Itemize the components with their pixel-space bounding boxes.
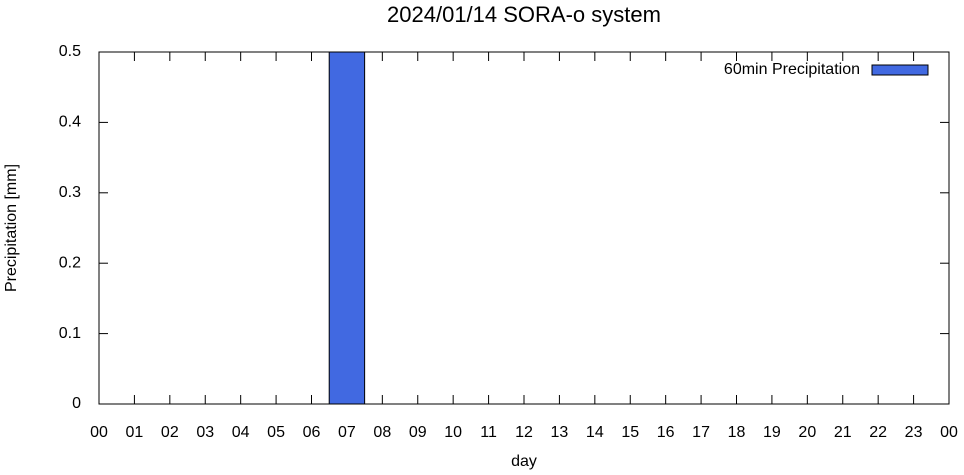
x-tick-label: 11: [480, 424, 497, 441]
x-tick-label: 09: [409, 424, 427, 441]
x-tick-label: 06: [303, 424, 321, 441]
plot-frame: [98, 51, 950, 405]
x-tick-label: 21: [834, 424, 852, 441]
x-tick-label: 07: [338, 424, 356, 441]
x-tick-label: 13: [551, 424, 569, 441]
x-tick-label: 18: [728, 424, 746, 441]
x-tick-label: 17: [692, 424, 710, 441]
x-tick-label: 00: [90, 424, 108, 441]
x-tick-label: 10: [444, 424, 462, 441]
x-tick-label: 20: [798, 424, 816, 441]
y-tick-label: 0.3: [59, 184, 81, 201]
y-tick-label: 0.2: [59, 254, 81, 271]
x-tick-label: 19: [763, 424, 781, 441]
x-axis-label: day: [511, 453, 537, 470]
x-tick-label: 15: [621, 424, 639, 441]
x-tick-label: 14: [586, 424, 604, 441]
x-tick-label: 22: [869, 424, 887, 441]
chart-title: 2024/01/14 SORA-o system: [387, 2, 661, 27]
bar: [328, 51, 366, 405]
y-tick-label: 0.5: [59, 43, 81, 60]
x-tick-label: 08: [373, 424, 391, 441]
x-tick-label: 03: [196, 424, 214, 441]
x-tick-label: 02: [161, 424, 179, 441]
x-tick-label: 12: [515, 424, 533, 441]
legend-swatch: [871, 64, 929, 76]
x-tick-label: 04: [232, 424, 250, 441]
y-tick-label: 0.1: [59, 325, 81, 342]
x-tick-label: 05: [267, 424, 285, 441]
y-axis-label: Precipitation [mm]: [3, 164, 20, 292]
x-tick-label: 23: [905, 424, 923, 441]
x-tick-label: 00: [940, 424, 958, 441]
y-tick-label: 0: [72, 395, 81, 412]
x-tick-label: 16: [657, 424, 675, 441]
x-tick-label: 01: [126, 424, 144, 441]
y-tick-label: 0.4: [59, 114, 81, 131]
legend-label: 60min Precipitation: [724, 61, 860, 78]
